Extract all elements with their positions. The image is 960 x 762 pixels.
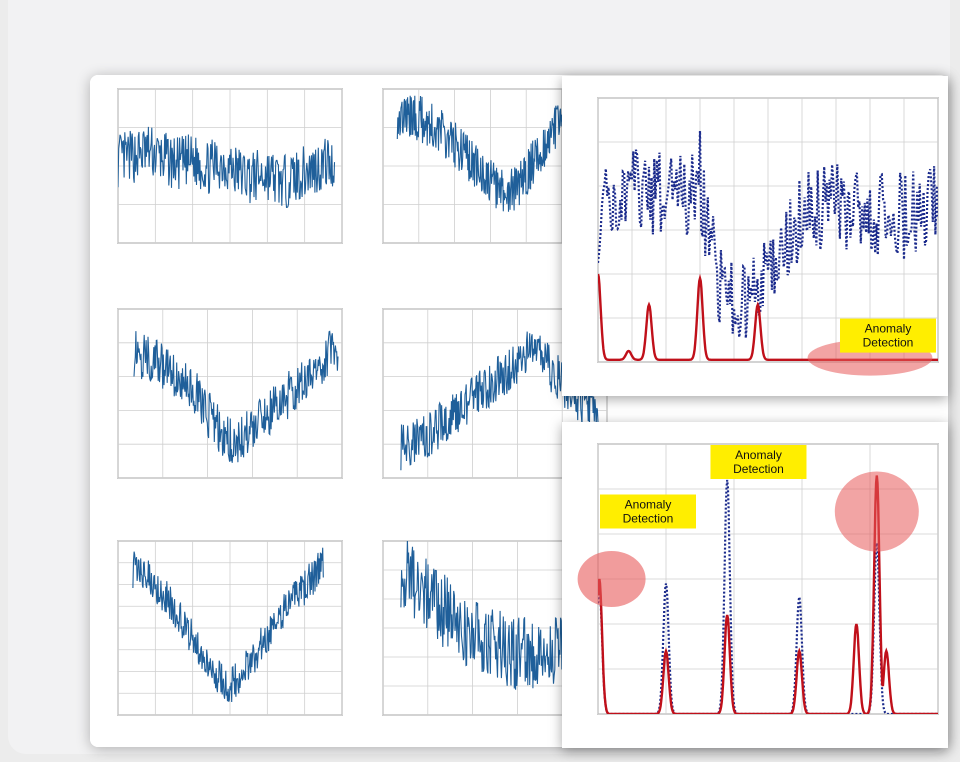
anomaly-callout-label: Detection <box>623 512 674 526</box>
plot-content <box>598 475 938 714</box>
density-solid-line <box>598 475 938 714</box>
plot-content <box>396 95 562 212</box>
anomaly-callout-label: Detection <box>863 336 914 350</box>
anomaly-highlight <box>577 551 646 607</box>
ts-panel-5 <box>90 527 350 747</box>
anomaly-callout-label: Anomaly <box>865 322 912 336</box>
series-line <box>118 126 336 209</box>
anomaly-highlight <box>834 471 919 552</box>
ts-chart-1 <box>117 88 343 244</box>
ts-panel-3 <box>90 295 350 510</box>
plot-content <box>118 126 336 209</box>
isolation-forest-panel-top: Anomaly Detection <box>562 76 948 396</box>
anomaly-callout-label: Detection <box>733 462 784 476</box>
anomaly-callout <box>710 445 807 479</box>
plot-content <box>132 547 324 703</box>
series-line <box>133 330 339 463</box>
ts-chart-5 <box>117 540 343 716</box>
series-line <box>396 95 562 212</box>
series-line <box>132 547 324 703</box>
anomaly-callout <box>600 494 696 529</box>
anomaly-callout-label: Anomaly <box>625 498 672 512</box>
anomaly-callout-label: Anomaly <box>735 448 782 462</box>
ts-panel-2 <box>355 75 570 275</box>
ts-chart-2 <box>382 88 563 244</box>
ts-panel-1 <box>90 75 350 275</box>
plot-content <box>133 330 339 463</box>
isolation-forest-panel-bottom: Anomaly Detection Anomaly Detection <box>562 422 948 748</box>
ts-chart-3 <box>117 308 343 479</box>
anomaly-callout <box>840 318 936 353</box>
density-dotted-line <box>598 130 938 339</box>
